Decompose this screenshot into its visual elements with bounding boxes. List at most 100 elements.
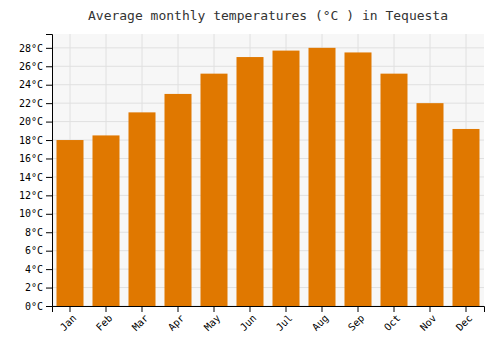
bar xyxy=(129,112,156,306)
x-tick: Mar xyxy=(130,306,151,333)
y-tick: 0°C xyxy=(25,301,52,312)
y-tick-label: 0°C xyxy=(25,301,43,312)
y-tick-mark xyxy=(46,85,52,86)
x-tick-mark xyxy=(358,306,359,312)
y-tick-mark xyxy=(46,122,52,123)
bars xyxy=(57,48,480,306)
x-tick: Apr xyxy=(166,306,187,333)
x-tick: Jul xyxy=(274,306,295,333)
y-tick-mark xyxy=(46,288,52,289)
y-tick-mark xyxy=(46,306,52,307)
y-tick: 4°C xyxy=(25,264,52,275)
x-tick-label: Aug xyxy=(310,312,331,333)
x-tick-label: Jan xyxy=(58,312,79,333)
x-tick-label: Dec xyxy=(454,312,475,333)
y-tick: 20°C xyxy=(19,116,52,127)
y-tick-mark xyxy=(46,140,52,141)
y-axis-line xyxy=(46,35,53,307)
y-tick-label: 10°C xyxy=(19,208,43,219)
y-tick: 18°C xyxy=(19,135,52,146)
x-tick-mark xyxy=(214,306,215,312)
x-tick-label: Feb xyxy=(94,312,115,333)
grid xyxy=(52,34,484,306)
y-tick: 24°C xyxy=(19,79,52,90)
x-tick: Aug xyxy=(310,306,331,333)
x-tick-mark xyxy=(70,306,71,312)
bar xyxy=(309,48,336,306)
x-tick: May xyxy=(202,306,223,333)
y-tick-label: 4°C xyxy=(25,264,43,275)
x-tick-mark xyxy=(250,306,251,312)
y-tick: 8°C xyxy=(25,227,52,238)
y-axis: 0°C 2°C 4°C 6°C 8°C 10°C 12°C 14°C 16°C 18°C 20°C 2… xyxy=(19,35,53,312)
y-tick-label: 16°C xyxy=(19,153,43,164)
y-tick-mark xyxy=(46,214,52,215)
y-tick-label: 24°C xyxy=(19,79,43,90)
chart-title: Average monthly temperatures (°C ) in Te… xyxy=(88,8,448,23)
grid-line-y xyxy=(52,47,484,48)
x-tick-mark xyxy=(394,306,395,312)
plot-background xyxy=(52,34,484,306)
y-tick-label: 12°C xyxy=(19,190,43,201)
y-tick-label: 6°C xyxy=(25,245,43,256)
bar xyxy=(57,140,84,306)
x-tick-label: Nov xyxy=(418,312,439,333)
x-tick-label: Jul xyxy=(274,312,295,333)
bar xyxy=(417,103,444,306)
x-axis-line xyxy=(53,307,485,313)
y-tick-label: 14°C xyxy=(19,172,43,183)
x-tick-mark xyxy=(430,306,431,312)
bar xyxy=(93,135,120,306)
chart-svg: Average monthly temperatures (°C ) in Te… xyxy=(0,0,500,350)
x-tick-label: Apr xyxy=(166,312,187,333)
y-tick: 10°C xyxy=(19,208,52,219)
x-tick-label: Jun xyxy=(238,312,259,333)
y-tick-label: 26°C xyxy=(19,61,43,72)
y-tick-label: 8°C xyxy=(25,227,43,238)
y-tick-label: 20°C xyxy=(19,116,43,127)
y-tick: 28°C xyxy=(19,43,52,54)
x-tick-mark xyxy=(322,306,323,312)
y-tick-label: 22°C xyxy=(19,98,43,109)
y-tick-mark xyxy=(46,269,52,270)
bar xyxy=(345,52,372,306)
x-tick-mark xyxy=(142,306,143,312)
y-tick-mark xyxy=(46,232,52,233)
y-tick: 26°C xyxy=(19,61,52,72)
bar xyxy=(273,51,300,306)
x-tick: Jun xyxy=(238,306,259,333)
y-tick-label: 18°C xyxy=(19,135,43,146)
y-tick-mark xyxy=(46,195,52,196)
plot: 0°C 2°C 4°C 6°C 8°C 10°C 12°C 14°C 16°C 18°C 20°C 2… xyxy=(19,34,485,333)
y-tick-mark xyxy=(46,177,52,178)
x-tick: Nov xyxy=(418,306,439,333)
y-tick-mark xyxy=(46,158,52,159)
bar xyxy=(201,74,228,306)
y-tick-mark xyxy=(46,48,52,49)
grid-line-y xyxy=(52,84,484,85)
x-tick: Sep xyxy=(346,306,367,333)
x-tick: Jan xyxy=(58,306,79,333)
y-tick-mark xyxy=(46,66,52,67)
y-tick: 6°C xyxy=(25,245,52,256)
bar xyxy=(237,57,264,306)
x-tick-label: May xyxy=(202,312,223,333)
x-tick-mark xyxy=(466,306,467,312)
y-tick: 22°C xyxy=(19,98,52,109)
y-tick: 16°C xyxy=(19,153,52,164)
chart-container: Average monthly temperatures (°C ) in Te… xyxy=(0,0,500,350)
x-tick-mark xyxy=(106,306,107,312)
x-tick-label: Oct xyxy=(382,312,403,333)
x-tick-mark xyxy=(286,306,287,312)
y-tick-label: 28°C xyxy=(19,43,43,54)
x-axis: Jan Feb Mar Apr May Jun Jul Aug Sep Oct Nov Dec xyxy=(53,306,485,333)
x-tick-label: Sep xyxy=(346,312,367,333)
y-tick: 14°C xyxy=(19,172,52,183)
x-tick: Feb xyxy=(94,306,115,333)
x-tick-label: Mar xyxy=(130,312,151,333)
grid-line-y xyxy=(52,66,484,67)
y-tick-label: 2°C xyxy=(25,282,43,293)
bar xyxy=(165,94,192,306)
y-tick: 12°C xyxy=(19,190,52,201)
y-tick-mark xyxy=(46,103,52,104)
